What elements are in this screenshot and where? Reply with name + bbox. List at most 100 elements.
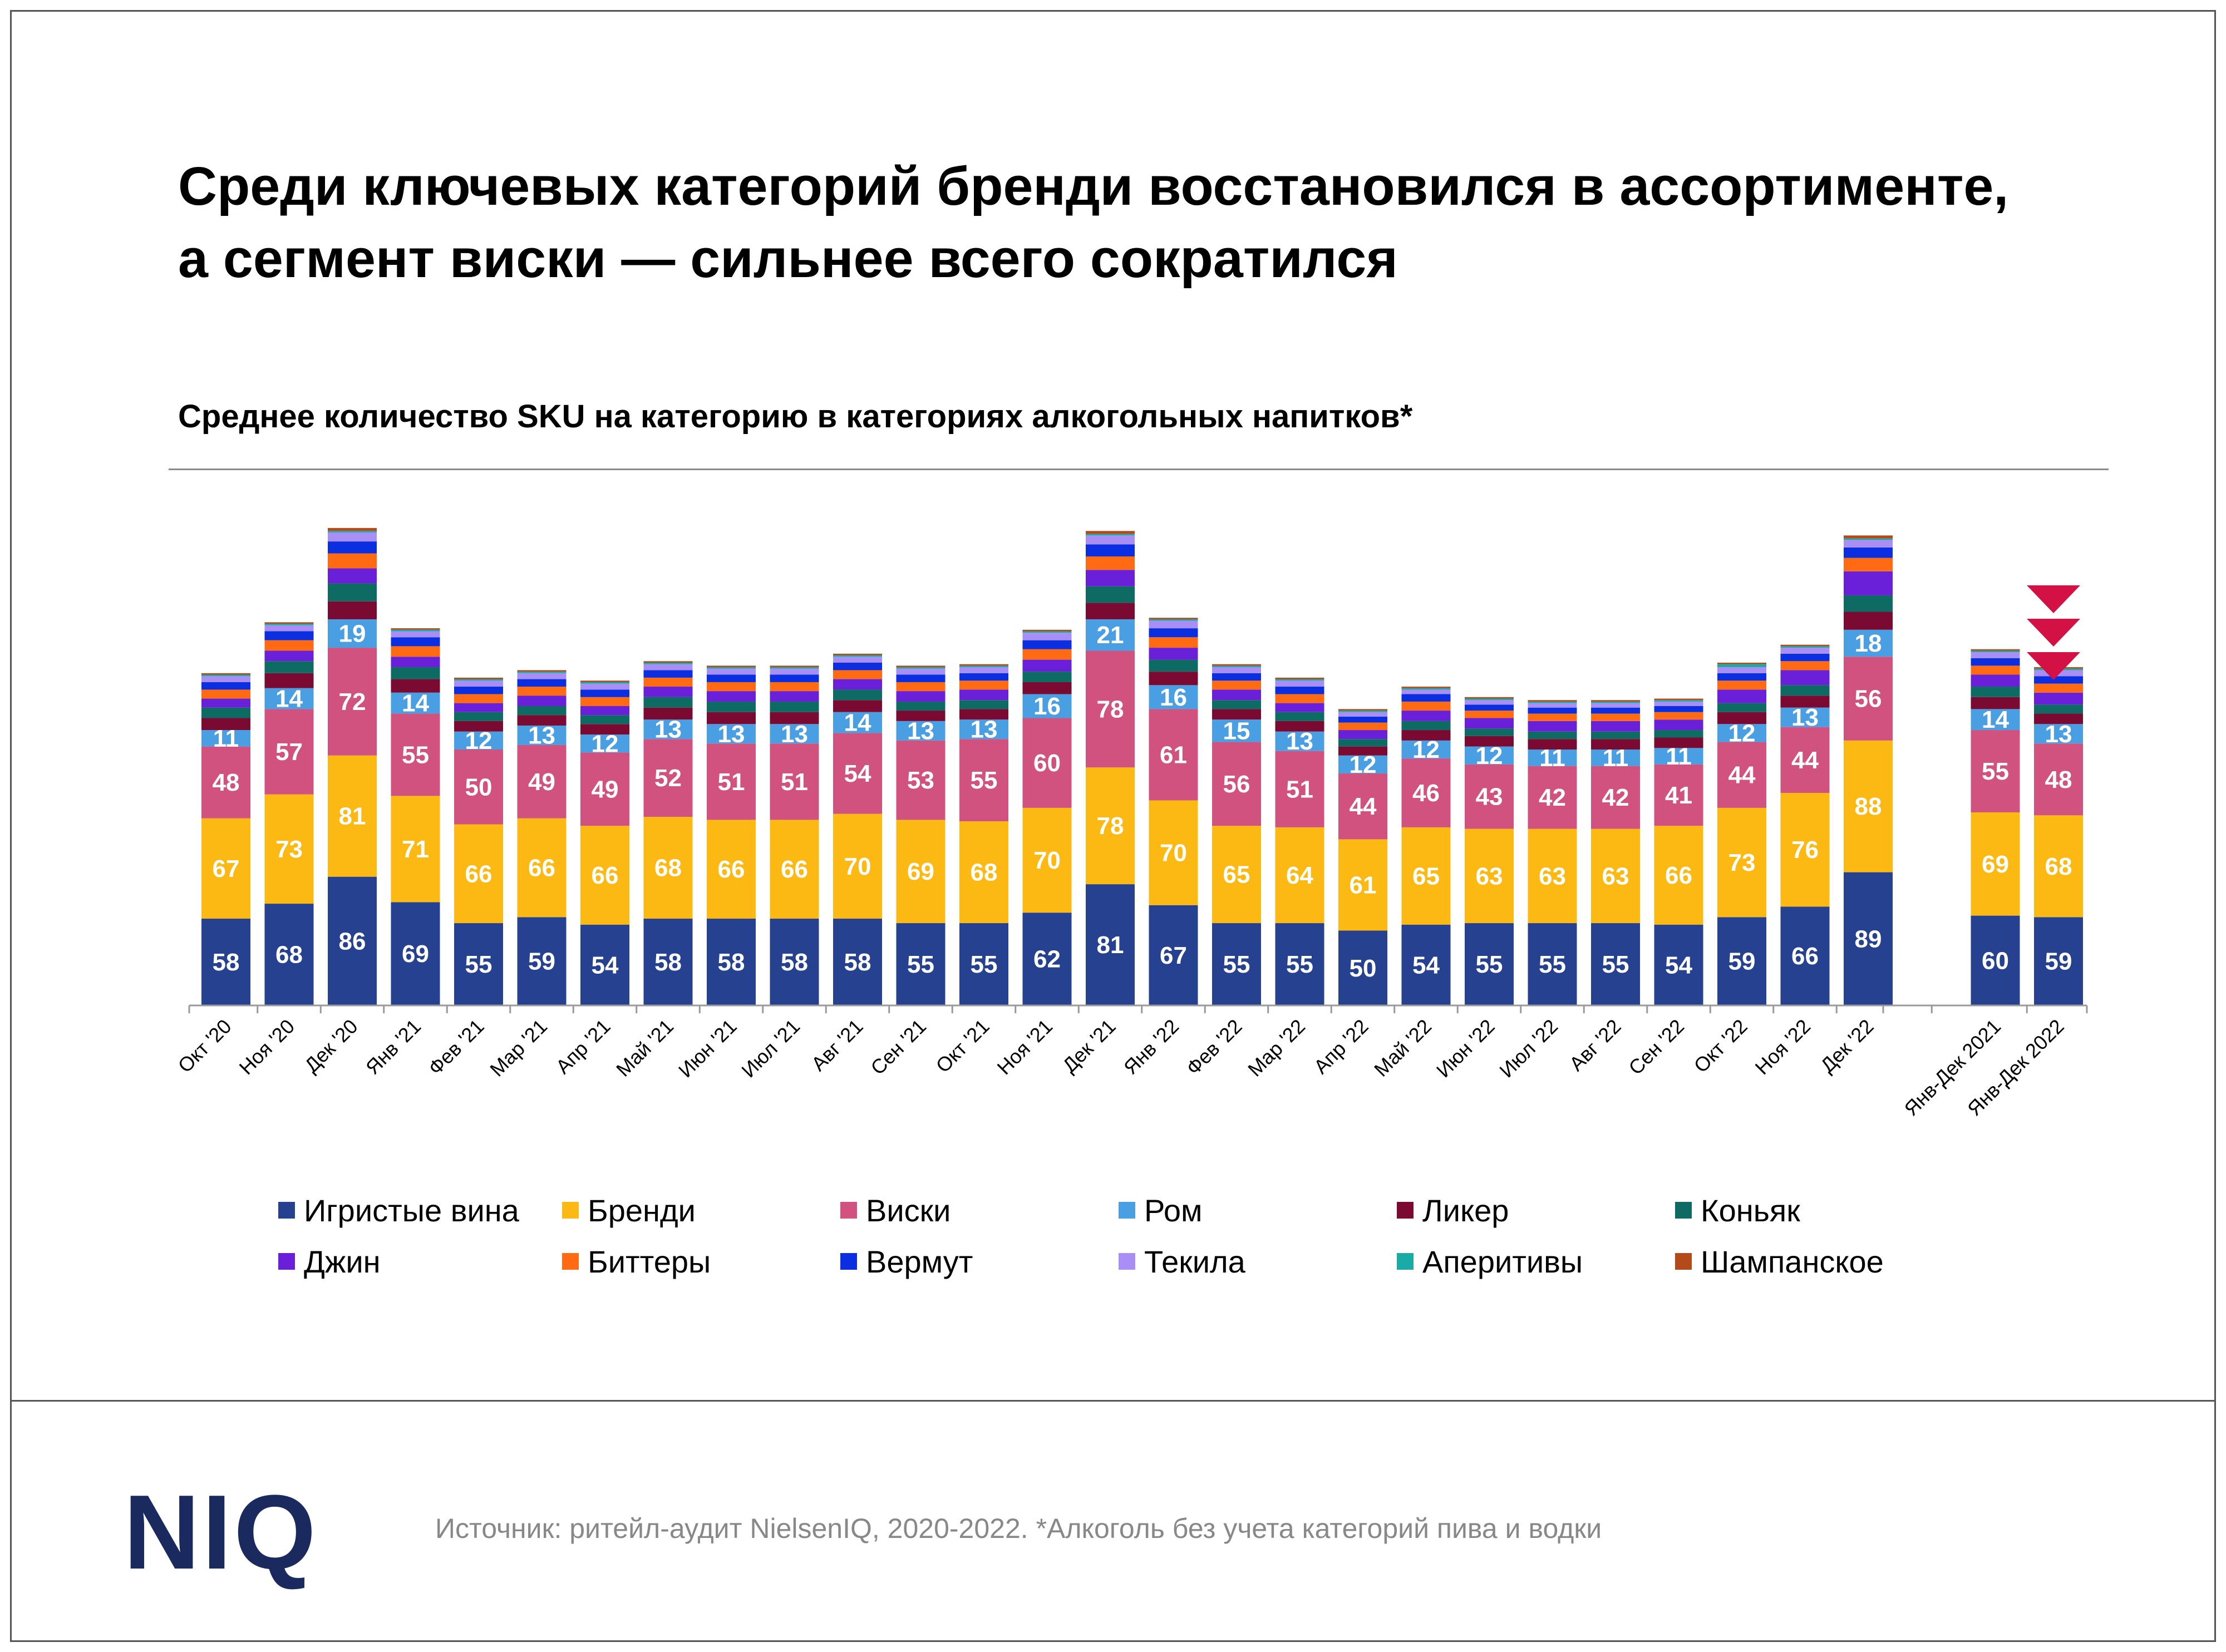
data-label: 42: [1539, 784, 1566, 811]
data-label: 63: [1539, 862, 1566, 890]
legend-label: Биттеры: [588, 1244, 711, 1279]
bar-segment: [1149, 672, 1198, 686]
bar-segment: [1022, 694, 1072, 718]
bar-segment: [1149, 618, 1198, 619]
bar-segment: [959, 923, 1008, 1005]
data-label: 61: [1160, 741, 1187, 768]
data-label: 56: [1223, 771, 1250, 798]
data-label: 13: [1286, 728, 1313, 755]
bar-segment: [1971, 652, 2020, 658]
bar-segment: [770, 667, 819, 669]
data-label: 55: [971, 951, 998, 978]
bar-segment: [959, 700, 1008, 709]
data-label: 41: [1665, 782, 1692, 809]
data-label: 78: [1097, 812, 1124, 840]
bar-segment: [1212, 689, 1261, 701]
data-label: 60: [1033, 749, 1061, 777]
bar-segment: [833, 655, 882, 657]
data-label: 66: [465, 860, 493, 887]
bar-segment: [896, 691, 945, 702]
x-tick-label: Авг '22: [1565, 1015, 1626, 1076]
bar-segment: [643, 677, 693, 687]
bar-segment: [2034, 683, 2083, 693]
bar-segment: [1086, 556, 1135, 570]
legend-item: Вермут: [840, 1242, 973, 1281]
bar-segment: [1212, 673, 1261, 681]
bar-segment: [1149, 905, 1198, 1005]
data-label: 12: [1728, 719, 1756, 747]
legend-swatch: [1397, 1202, 1414, 1219]
bar-segment: [328, 619, 377, 648]
bar-segment: [643, 918, 693, 1005]
data-label: 49: [592, 776, 619, 803]
bar-segment: [580, 683, 629, 690]
bar-segment: [1338, 746, 1387, 756]
bar-segment: [1971, 658, 2020, 666]
bar-segment: [896, 668, 945, 675]
bar-segment: [1780, 661, 1830, 670]
data-label: 46: [1412, 780, 1440, 807]
bar-segment: [1654, 924, 1703, 1005]
bar-segment: [517, 744, 567, 818]
down-arrow-icon: [2027, 585, 2080, 613]
bar-segment: [1401, 694, 1451, 702]
data-label: 12: [1412, 736, 1440, 763]
bar-segment: [454, 677, 503, 679]
chart-legend: Игристые вина Бренди Виски Ром Ликер Коньяк Дж…: [278, 1191, 2003, 1302]
data-label: 81: [339, 803, 366, 830]
bar-segment: [896, 740, 945, 820]
bar-segment: [833, 813, 882, 919]
bar-segment: [517, 725, 567, 745]
bar-segment: [770, 918, 819, 1005]
data-label: 66: [1665, 862, 1692, 889]
bar-segment: [454, 680, 503, 687]
data-label: 53: [907, 767, 934, 794]
bar-segment: [1465, 697, 1514, 699]
bar-segment: [643, 662, 693, 664]
bar-segment: [1401, 730, 1451, 741]
down-arrow-icon: [2027, 619, 2080, 647]
bar-segment: [896, 721, 945, 741]
legend-item: Биттеры: [562, 1242, 711, 1281]
bar-segment: [1654, 701, 1703, 706]
bar-segment: [1844, 558, 1893, 571]
x-tick-label: Июл '21: [737, 1015, 804, 1082]
bar-segment: [1591, 739, 1640, 750]
bar-segment: [517, 670, 567, 672]
bar-segment: [1528, 703, 1577, 708]
bar-segment: [201, 698, 250, 708]
data-label: 51: [718, 768, 745, 796]
data-label: 55: [1286, 951, 1313, 978]
bar-segment: [1717, 662, 1766, 664]
bar-segment: [1086, 603, 1135, 619]
bar-segment: [1780, 906, 1830, 1005]
legend-swatch: [1675, 1202, 1692, 1219]
bar-segment: [959, 709, 1008, 720]
data-label: 66: [781, 856, 808, 883]
bar-segment: [1212, 664, 1261, 666]
data-label: 70: [844, 853, 871, 880]
niq-logo: NIQ: [124, 1473, 318, 1591]
bar-segment: [1465, 711, 1514, 718]
bar-segment: [328, 568, 377, 584]
bar-segment: [707, 667, 756, 669]
bar-segment: [1022, 718, 1072, 808]
bar-segment: [1654, 698, 1703, 701]
bar-segment: [643, 697, 693, 708]
x-tick-label: Ноя '21: [993, 1015, 1057, 1079]
x-tick-label: Янв '22: [1119, 1015, 1183, 1079]
x-tick-label: Мар '21: [485, 1015, 551, 1081]
bar-segment: [2034, 692, 2083, 705]
data-label: 52: [654, 765, 682, 792]
bar-segment: [1780, 707, 1830, 727]
bar-segment: [770, 682, 819, 692]
data-label: 51: [1286, 776, 1313, 803]
bar-segment: [896, 701, 945, 711]
bar-segment: [1717, 712, 1766, 724]
bar-segment: [1338, 722, 1387, 731]
bar-segment: [1654, 737, 1703, 748]
bar-segment: [1591, 749, 1640, 766]
legend-item: Игристые вина: [278, 1191, 519, 1230]
bar-segment: [391, 646, 440, 657]
bar-segment: [264, 709, 314, 795]
